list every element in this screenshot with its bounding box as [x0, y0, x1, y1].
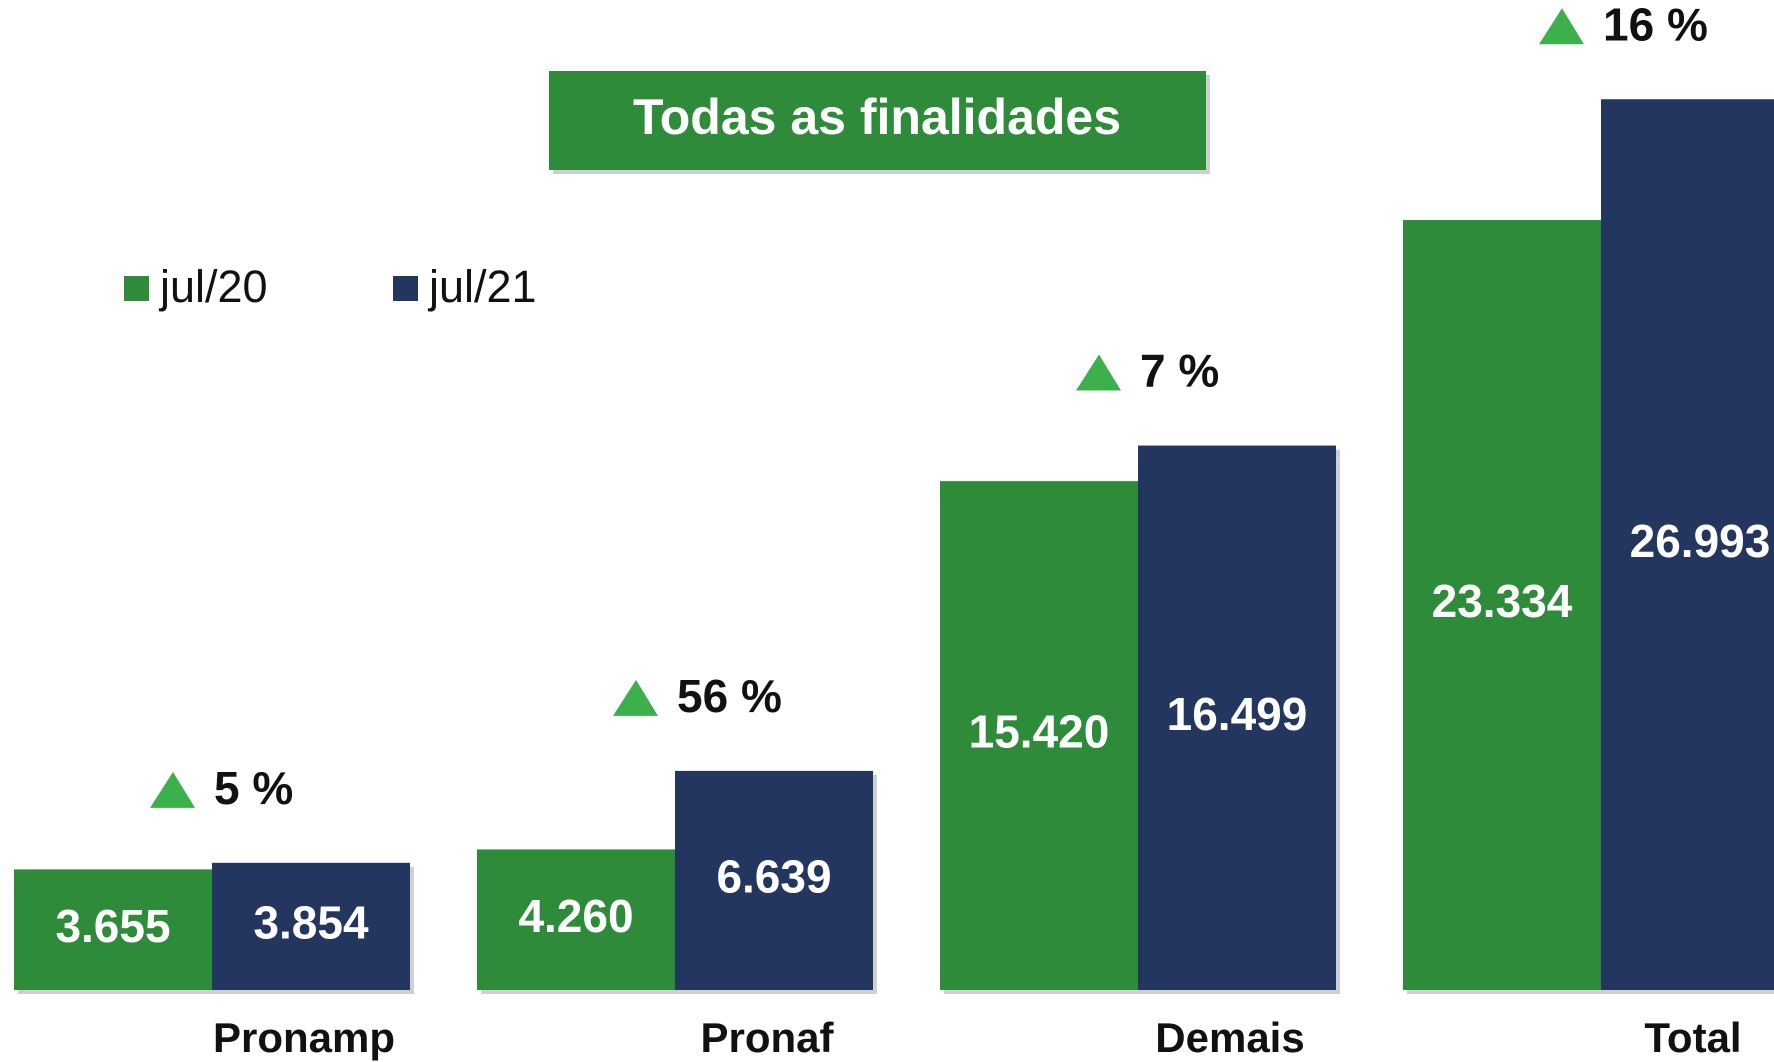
x-tick-label: Pronaf [700, 1014, 834, 1061]
legend-swatch [124, 276, 149, 301]
x-tick-label: Pronamp [213, 1014, 395, 1061]
bar [1138, 445, 1336, 991]
x-tick-label: Total [1644, 1014, 1741, 1061]
value-label: 15.420 [969, 706, 1110, 758]
legend-swatch [393, 276, 418, 301]
value-label: 4.260 [518, 890, 633, 942]
increase-arrow [613, 679, 658, 716]
value-label: 23.334 [1432, 575, 1573, 627]
change-label: 16 % [1603, 0, 1708, 50]
increase-arrow [1076, 354, 1121, 391]
change-label: 5 % [214, 762, 293, 814]
value-label: 26.993 [1630, 515, 1771, 567]
change-label: 56 % [677, 670, 782, 722]
increase-arrow [1539, 8, 1584, 45]
value-label: 3.655 [55, 900, 170, 952]
bar [1601, 99, 1774, 990]
increase-arrow [150, 771, 195, 808]
legend-label: jul/21 [427, 261, 537, 312]
value-label: 3.854 [253, 897, 369, 949]
bar [212, 862, 410, 990]
x-tick-label: Demais [1155, 1014, 1304, 1061]
bar [675, 770, 873, 990]
bar [940, 481, 1138, 990]
change-label: 7 % [1140, 345, 1219, 397]
title-box [549, 71, 1206, 170]
value-label: 6.639 [716, 851, 831, 903]
bar [477, 849, 675, 990]
bar [14, 869, 212, 990]
value-label: 16.499 [1167, 688, 1308, 740]
chart-title: Todas as finalidades [633, 89, 1121, 145]
legend-label: jul/20 [158, 261, 268, 312]
bar [1403, 219, 1601, 990]
